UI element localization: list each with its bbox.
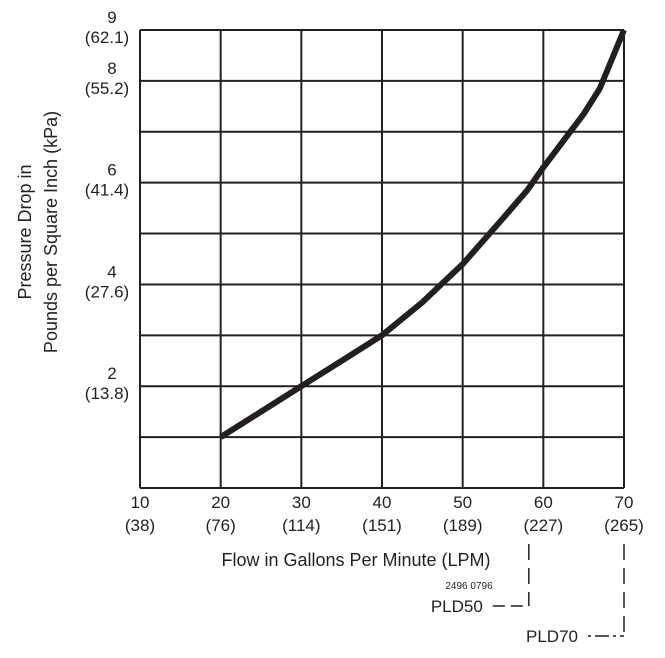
y-tick-label: 4 bbox=[107, 262, 116, 281]
x-tick-label: 30 bbox=[292, 493, 311, 512]
y-tick-labels: 2(13.8) 4(27.6) 6(41.4) 8(55.2) 9(62.1) bbox=[85, 8, 129, 403]
y-tick-label: 8 bbox=[107, 59, 116, 78]
x-tick-label: 70 bbox=[615, 493, 634, 512]
marker-label: PLD50 bbox=[431, 597, 483, 616]
y-tick-sublabel: (27.6) bbox=[85, 282, 129, 301]
x-tick-sublabel: (114) bbox=[282, 516, 320, 535]
x-tick-label: 50 bbox=[453, 493, 472, 512]
x-tick-sublabel: (265) bbox=[604, 516, 644, 535]
x-axis-title: Flow in Gallons Per Minute (LPM) bbox=[221, 550, 490, 570]
marker-label: PLD70 bbox=[526, 627, 578, 646]
x-tick-label: 40 bbox=[373, 493, 392, 512]
y-tick-label: 2 bbox=[107, 364, 116, 383]
series-line bbox=[219, 28, 627, 440]
figure-code: 2496 0796 bbox=[445, 581, 493, 592]
x-tick-sublabel: (38) bbox=[125, 516, 155, 535]
y-tick-sublabel: (55.2) bbox=[85, 79, 129, 98]
y-tick-sublabel: (62.1) bbox=[85, 28, 129, 47]
y-tick-sublabel: (41.4) bbox=[85, 181, 129, 200]
x-tick-label: 10 bbox=[131, 493, 150, 512]
x-tick-sublabel: (76) bbox=[206, 516, 236, 535]
y-tick-label: 6 bbox=[107, 161, 116, 180]
chart-curve-group bbox=[219, 28, 627, 440]
y-tick-sublabel: (13.8) bbox=[85, 384, 129, 403]
x-tick-sublabel: (227) bbox=[523, 516, 563, 535]
y-tick-label: 9 bbox=[107, 8, 116, 27]
x-tick-sublabel: (151) bbox=[362, 516, 402, 535]
x-tick-labels: 10 (38) 20 (76) 30 (114) 40 (151) 50 (189) 60 (227)… bbox=[125, 493, 644, 535]
x-tick-sublabel: (189) bbox=[443, 516, 483, 535]
model-markers: PLD50 PLD70 bbox=[431, 544, 625, 646]
x-tick-label: 20 bbox=[211, 493, 230, 512]
y-axis-title-line2: Pounds per Square Inch (kPa) bbox=[41, 111, 61, 353]
chart-grid bbox=[139, 29, 625, 489]
y-axis-title-line1: Pressure Drop in bbox=[15, 164, 35, 299]
x-tick-label: 60 bbox=[534, 493, 553, 512]
